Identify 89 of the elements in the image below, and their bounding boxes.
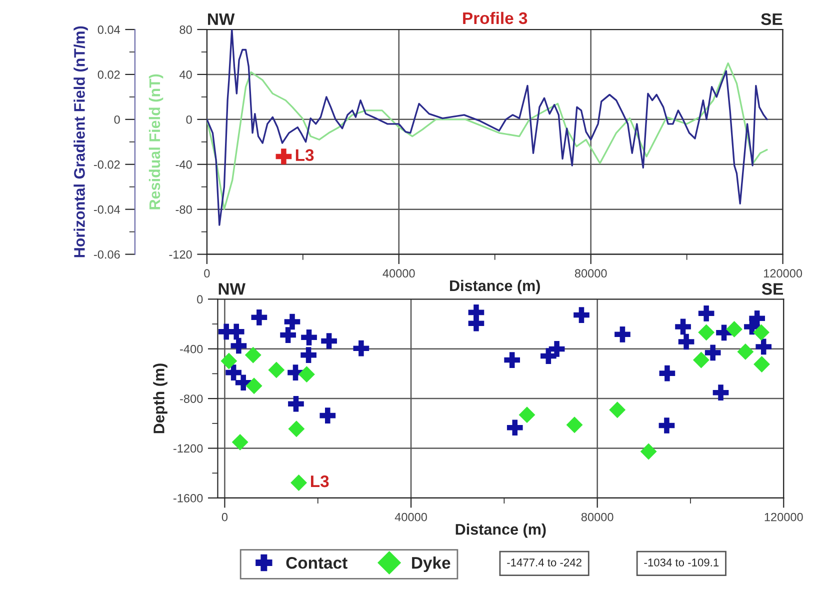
point [300,347,316,363]
point [280,327,296,343]
point [320,408,336,424]
point [288,396,304,412]
y-tick-label: 80 [180,26,192,34]
x-axis-title: Distance (m) [450,280,540,294]
annotation: L3 [296,149,314,162]
y2-tick-label: -0.06 [94,250,120,259]
y-tick-label: -80 [176,205,192,214]
x-tick-label: 40000 [382,269,415,278]
y2-tick-label: 0.04 [98,26,120,34]
line-series [206,62,768,210]
point [251,309,268,326]
text: SE [761,13,782,26]
point [468,315,484,332]
point [659,365,676,382]
y-tick-label: -400 [180,344,203,354]
x-tick-label: 40000 [394,512,427,522]
text: -1477.4 to -242 [507,558,582,566]
x-tick-label: 120000 [764,512,803,522]
point [290,474,307,491]
y2-axis-title: Horizontal Gradient Field (nT/m) [74,26,88,258]
point [220,352,238,370]
point [704,344,721,361]
y2-tick-label: -0.04 [94,205,120,214]
text: NW [208,13,235,25]
point [609,402,626,418]
point [230,338,247,354]
point [726,320,742,338]
point [284,314,300,330]
point [658,418,675,434]
point [753,324,770,341]
point [548,341,565,357]
point [353,340,370,356]
y-tick-label: 0 [186,115,192,124]
point [321,333,337,349]
text: SE [762,283,783,295]
annotation: L3 [310,475,329,488]
point [756,338,772,355]
point [301,329,317,346]
point [288,420,305,438]
y-axis-title: Residual Field (nT) [148,74,164,210]
x-tick-label: 0 [204,269,210,278]
point [675,318,691,335]
y-tick-label: 0 [197,295,203,304]
point [246,378,262,394]
chart-title: Profile 3 [463,12,528,24]
y2-tick-label: -0.02 [94,160,120,169]
line-series [206,30,768,226]
point [298,366,315,383]
point [268,362,285,378]
x-tick-label: 80000 [581,512,614,522]
point [698,306,714,322]
point [506,420,523,436]
point [744,318,760,335]
point [737,343,754,360]
y-tick-label: -800 [180,394,203,403]
point [504,352,520,368]
point [226,364,242,380]
y2-tick-label: 0.02 [98,70,120,79]
x-axis-title: Distance (m) [456,524,546,538]
point [712,384,729,400]
text: -1034 to -109.1 [644,558,719,566]
y2-tick-label: 0 [114,115,120,124]
point [574,307,590,323]
legend-label: Contact [286,556,348,569]
x-tick-label: 0 [222,512,228,522]
point [692,352,710,368]
point [518,406,536,424]
y-tick-label: -1200 [173,444,203,453]
point [235,374,252,391]
point [228,324,244,340]
point [244,346,262,364]
x-tick-label: 120000 [764,269,802,278]
x-tick-label: 80000 [574,269,607,278]
point [566,416,583,434]
y-tick-label: 40 [179,70,192,79]
y-tick-label: -1600 [173,494,203,502]
point [614,326,630,342]
y-tick-label: -120 [169,250,192,259]
legend-label: Dyke [412,556,450,572]
text: NW [218,283,246,295]
point [754,356,770,372]
point [232,434,248,450]
y-axis-title: Depth (m) [153,364,168,434]
point [678,334,694,350]
point [640,443,657,460]
point [698,324,715,341]
y-tick-label: -40 [176,160,192,169]
